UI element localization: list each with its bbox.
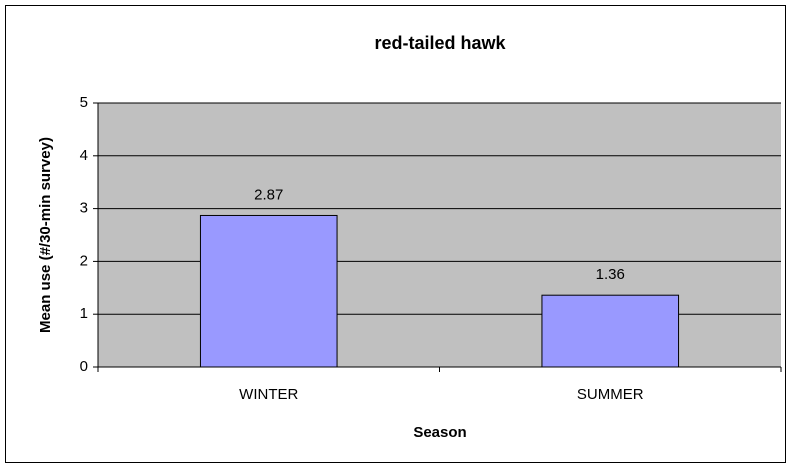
y-tick-label: 0 bbox=[80, 358, 88, 375]
y-tick-label: 3 bbox=[80, 200, 88, 217]
x-tick-label: WINTER bbox=[239, 386, 298, 403]
x-tick-label: SUMMER bbox=[577, 386, 644, 403]
data-label: 1.36 bbox=[596, 266, 625, 283]
chart-title: red-tailed hawk bbox=[374, 33, 506, 53]
y-tick-label: 4 bbox=[80, 147, 88, 164]
y-axis-title: Mean use (#/30-min survey) bbox=[37, 137, 54, 333]
bar bbox=[199, 214, 338, 368]
y-tick-label: 1 bbox=[80, 305, 88, 322]
y-tick-label: 2 bbox=[80, 252, 88, 269]
data-label: 2.87 bbox=[254, 186, 283, 203]
y-tick-label: 5 bbox=[80, 94, 88, 111]
bar bbox=[541, 294, 680, 368]
x-axis-title: Season bbox=[413, 424, 466, 441]
